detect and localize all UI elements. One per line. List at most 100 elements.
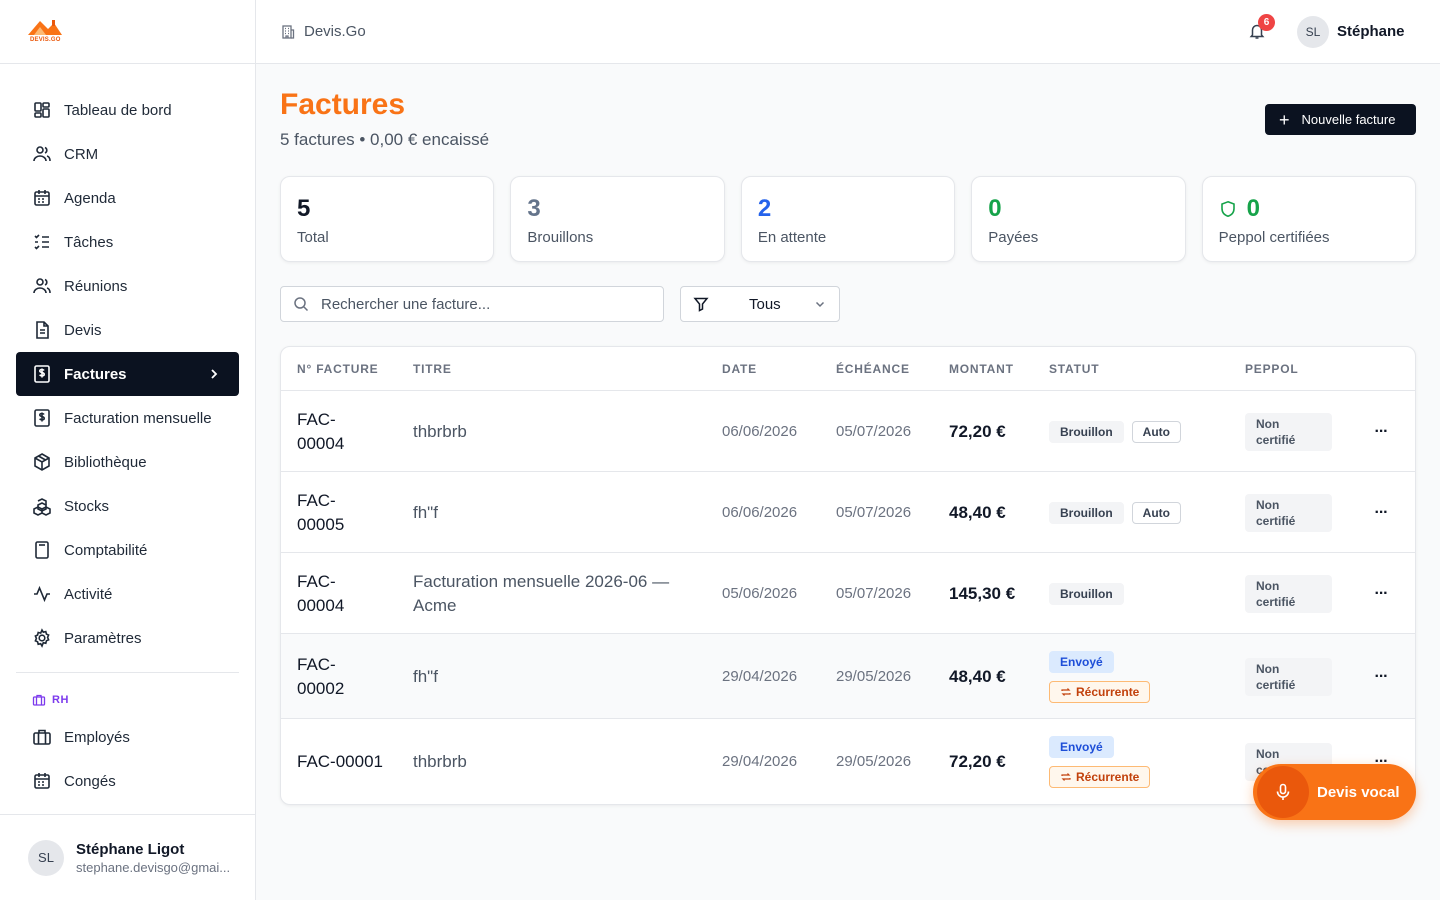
sidebar-item-label: Facturation mensuelle [64, 409, 212, 427]
sidebar-item-stocks[interactable]: Stocks [16, 484, 239, 528]
sidebar-item-crm[interactable]: CRM [16, 132, 239, 176]
status-filter-value: Tous [749, 295, 781, 313]
header-status[interactable]: STATUT [1049, 362, 1100, 376]
recurring-label: Récurrente [1076, 684, 1140, 699]
user-email: stephane.devisgo@gmai... [76, 859, 231, 875]
stat-value: 0 [988, 195, 1002, 222]
status-badge-recurring: Récurrente [1049, 680, 1151, 703]
table-row[interactable]: FAC- 00004 Facturation mensuelle 2026-06… [281, 553, 1415, 634]
search-box[interactable] [280, 286, 664, 322]
status-filter-select[interactable]: Tous [680, 286, 840, 322]
stat-card-payees[interactable]: 0 Payées [971, 176, 1186, 262]
header-number[interactable]: N° FACTURE [297, 362, 379, 376]
invoice-number[interactable]: FAC-00001 [297, 751, 383, 771]
status-badge-auto: Auto [1131, 420, 1181, 443]
sidebar-item-activite[interactable]: Activité [16, 572, 239, 616]
notification-badge: 6 [1258, 14, 1275, 31]
sidebar-item-label: Agenda [64, 189, 116, 207]
sidebar-item-factures[interactable]: Factures [16, 352, 239, 396]
new-invoice-button[interactable]: + Nouvelle facture [1265, 104, 1416, 135]
invoice-date: 06/06/2026 [722, 423, 798, 440]
table-row[interactable]: FAC-00001 thbrbrb 29/04/2026 29/05/2026 … [281, 719, 1415, 804]
stat-card-peppol[interactable]: 0 Peppol certifiées [1201, 176, 1417, 262]
header-due[interactable]: ÉCHÉANCE [836, 362, 910, 376]
page-title: Factures [280, 88, 406, 121]
table-row[interactable]: FAC- 00002 fh"f 29/04/2026 29/05/2026 48… [281, 634, 1415, 719]
invoice-status: Envoyé Récurrente [1049, 735, 1151, 788]
header-title[interactable]: TITRE [413, 362, 452, 376]
sidebar-nav: Tableau de bord CRM Agenda Tâches Réunio… [0, 64, 255, 803]
row-more-button[interactable]: ··· [1374, 667, 1389, 685]
invoice-amount: 72,20 € [949, 751, 1006, 771]
stat-value: 5 [297, 195, 311, 222]
invoice-icon [34, 365, 50, 383]
stat-label: Payées [988, 229, 1039, 246]
meeting-icon [33, 278, 51, 294]
users-icon [33, 146, 51, 162]
invoice-date: 29/04/2026 [722, 753, 798, 770]
sidebar-item-parametres[interactable]: Paramètres [16, 616, 239, 660]
sidebar-item-label: Stocks [64, 497, 110, 515]
sidebar-item-facturation-mensuelle[interactable]: Facturation mensuelle [16, 396, 239, 440]
voice-quote-button[interactable]: Devis vocal [1253, 764, 1416, 820]
row-more-button[interactable]: ··· [1374, 503, 1389, 521]
sidebar-item-conges[interactable]: Congés [16, 759, 239, 803]
section-label-rh: RH [16, 685, 239, 715]
stat-card-brouillons[interactable]: 3 Brouillons [510, 176, 725, 262]
stat-card-en-attente[interactable]: 2 En attente [740, 176, 956, 262]
app-logo[interactable]: DEVIS.GO [26, 17, 64, 47]
nav-divider [16, 672, 239, 673]
header-peppol[interactable]: PEPPOL [1245, 362, 1299, 376]
logo-area: DEVIS.GO [0, 0, 255, 64]
sidebar-item-employes[interactable]: Employés [16, 715, 239, 759]
invoice-number[interactable]: FAC- 00005 [297, 490, 345, 534]
activity-icon [34, 585, 50, 603]
peppol-badge: Non certifié [1245, 657, 1332, 696]
sidebar-item-devis[interactable]: Devis [16, 308, 239, 352]
sidebar-user[interactable]: SL Stéphane Ligot stephane.devisgo@gmai.… [0, 814, 255, 900]
sidebar-item-bibliotheque[interactable]: Bibliothèque [16, 440, 239, 484]
breadcrumb-label: Devis.Go [304, 23, 366, 40]
new-invoice-label: Nouvelle facture [1301, 112, 1396, 127]
sidebar-item-comptabilite[interactable]: Comptabilité [16, 528, 239, 572]
sidebar-item-label: Employés [64, 728, 130, 746]
stat-label: En attente [757, 229, 827, 246]
invoice-number[interactable]: FAC- 00002 [297, 654, 345, 698]
invoice-title: Facturation mensuelle 2026-06 — Acme [413, 571, 670, 615]
package-icon [34, 453, 50, 471]
sidebar-item-taches[interactable]: Tâches [16, 220, 239, 264]
sidebar-item-tableau-de-bord[interactable]: Tableau de bord [16, 88, 239, 132]
status-badge-sent: Envoyé [1049, 735, 1114, 758]
invoice-date: 05/06/2026 [722, 585, 798, 602]
breadcrumb[interactable]: Devis.Go [280, 23, 366, 40]
search-icon [294, 297, 309, 312]
gear-icon [34, 628, 50, 648]
topbar-avatar[interactable]: SL [1297, 16, 1329, 48]
invoice-amount: 48,40 € [949, 666, 1006, 686]
user-name: Stéphane Ligot [76, 840, 185, 858]
table-row[interactable]: FAC- 00004 thbrbrb 06/06/2026 05/07/2026… [281, 391, 1415, 472]
invoice-number[interactable]: FAC- 00004 [297, 571, 345, 615]
status-badge-auto: Auto [1131, 501, 1181, 524]
sidebar-item-label: Activité [64, 585, 113, 603]
invoice-icon [34, 409, 50, 427]
search-input[interactable] [321, 295, 641, 313]
sidebar-item-reunions[interactable]: Réunions [16, 264, 239, 308]
status-badge-draft: Brouillon [1049, 582, 1124, 605]
sidebar-item-agenda[interactable]: Agenda [16, 176, 239, 220]
invoice-due-date: 05/07/2026 [836, 585, 912, 602]
row-more-button[interactable]: ··· [1374, 422, 1389, 440]
header-amount[interactable]: MONTANT [949, 362, 1014, 376]
table-row[interactable]: FAC- 00005 fh"f 06/06/2026 05/07/2026 48… [281, 472, 1415, 553]
repeat-icon [1061, 687, 1071, 696]
invoice-number[interactable]: FAC- 00004 [297, 409, 345, 453]
topbar-user-name[interactable]: Stéphane [1337, 23, 1405, 40]
header-date[interactable]: DATE [722, 362, 757, 376]
stat-card-total[interactable]: 5 Total [280, 176, 495, 262]
stat-label: Peppol certifiées [1218, 229, 1330, 246]
shield-icon [1220, 200, 1235, 218]
sidebar-item-label: CRM [64, 145, 99, 163]
row-more-button[interactable]: ··· [1374, 584, 1389, 602]
building-icon [282, 24, 295, 39]
stat-value-row: 0 [1219, 195, 1399, 223]
